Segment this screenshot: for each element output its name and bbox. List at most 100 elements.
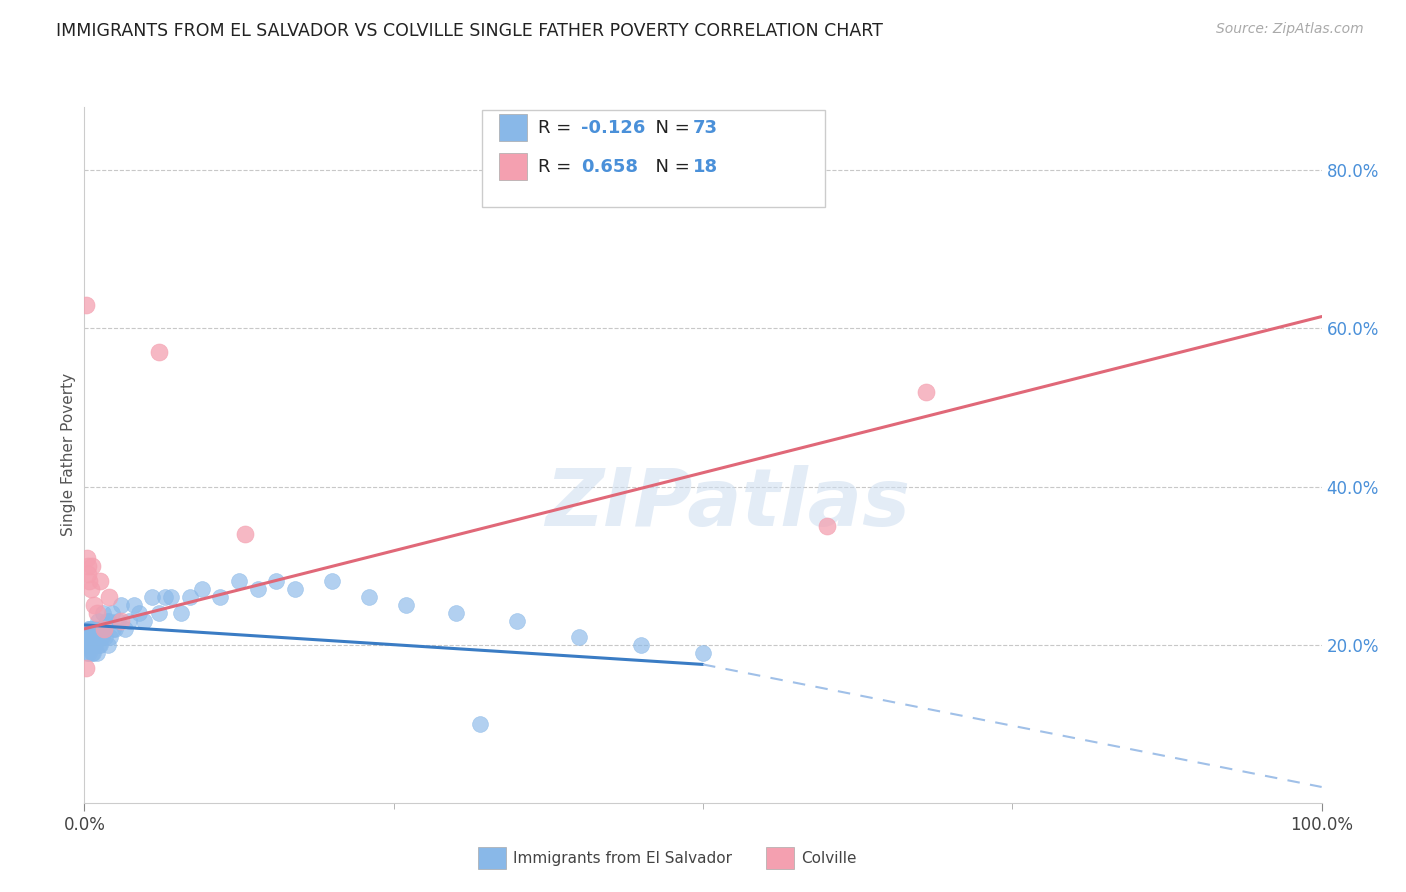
Point	[79, 622, 101, 636]
Point	[128, 606, 150, 620]
Point	[90, 630, 112, 644]
Point	[84, 622, 107, 636]
Point	[80, 630, 103, 644]
Point	[98, 630, 121, 644]
Point	[76, 630, 98, 644]
Point	[568, 630, 591, 644]
Point	[96, 614, 118, 628]
Point	[93, 622, 115, 636]
Point	[89, 638, 111, 652]
Point	[209, 591, 232, 605]
Point	[75, 638, 97, 652]
Point	[107, 614, 129, 628]
Point	[91, 606, 114, 620]
Point	[84, 638, 107, 652]
Point	[506, 614, 529, 628]
Point	[98, 591, 121, 605]
Point	[815, 519, 838, 533]
Point	[83, 630, 105, 644]
Point	[82, 622, 104, 636]
Text: R =: R =	[538, 158, 578, 176]
Text: N =: N =	[644, 158, 696, 176]
Point	[122, 598, 145, 612]
Point	[284, 582, 307, 597]
Point	[630, 638, 652, 652]
Point	[110, 614, 132, 628]
Point	[94, 630, 117, 644]
Point	[82, 646, 104, 660]
Y-axis label: Single Father Poverty: Single Father Poverty	[60, 374, 76, 536]
Point	[692, 646, 714, 660]
Point	[148, 345, 170, 359]
Point	[89, 574, 111, 589]
Point	[153, 591, 176, 605]
Point	[264, 574, 287, 589]
Point	[87, 614, 110, 628]
Point	[79, 574, 101, 589]
Point	[83, 622, 105, 636]
Point	[77, 558, 100, 573]
Point	[93, 622, 115, 636]
Point	[77, 630, 100, 644]
Point	[170, 606, 193, 620]
Point	[160, 591, 183, 605]
Point	[86, 630, 108, 644]
Point	[86, 606, 108, 620]
Point	[444, 606, 467, 620]
Point	[79, 638, 101, 652]
Point	[75, 661, 97, 675]
Point	[357, 591, 380, 605]
Point	[89, 638, 111, 652]
Point	[82, 630, 104, 644]
Point	[98, 614, 121, 628]
Point	[79, 622, 101, 636]
Point	[395, 598, 418, 612]
Point	[86, 622, 108, 636]
Text: 0.658: 0.658	[581, 158, 638, 176]
Point	[89, 622, 111, 636]
Point	[132, 614, 155, 628]
Point	[76, 646, 98, 660]
Text: Colville: Colville	[801, 851, 856, 865]
Point	[77, 622, 100, 636]
Point	[191, 582, 214, 597]
Point	[76, 550, 98, 565]
Point	[101, 622, 124, 636]
Point	[179, 591, 201, 605]
Point	[97, 638, 120, 652]
Text: R =: R =	[538, 119, 578, 136]
Point	[246, 582, 269, 597]
Point	[79, 630, 101, 644]
Text: 73: 73	[693, 119, 718, 136]
Point	[80, 646, 103, 660]
Point	[100, 606, 122, 620]
Point	[77, 566, 100, 581]
Point	[80, 558, 103, 573]
Text: Immigrants from El Salvador: Immigrants from El Salvador	[513, 851, 733, 865]
Point	[79, 638, 101, 652]
Point	[110, 598, 132, 612]
Point	[914, 384, 936, 399]
Point	[104, 622, 127, 636]
Point	[83, 598, 105, 612]
Point	[114, 622, 136, 636]
Point	[79, 582, 101, 597]
Point	[118, 614, 141, 628]
Point	[233, 527, 256, 541]
Point	[470, 716, 492, 731]
Point	[228, 574, 250, 589]
Text: 18: 18	[693, 158, 718, 176]
Text: N =: N =	[644, 119, 696, 136]
Point	[141, 591, 163, 605]
Point	[321, 574, 343, 589]
Text: ZIPatlas: ZIPatlas	[546, 465, 910, 542]
Point	[75, 298, 97, 312]
Point	[84, 630, 107, 644]
Point	[89, 630, 111, 644]
Point	[80, 638, 103, 652]
Point	[148, 606, 170, 620]
Text: Source: ZipAtlas.com: Source: ZipAtlas.com	[1216, 22, 1364, 37]
Point	[75, 630, 97, 644]
Point	[86, 646, 108, 660]
Text: -0.126: -0.126	[581, 119, 645, 136]
